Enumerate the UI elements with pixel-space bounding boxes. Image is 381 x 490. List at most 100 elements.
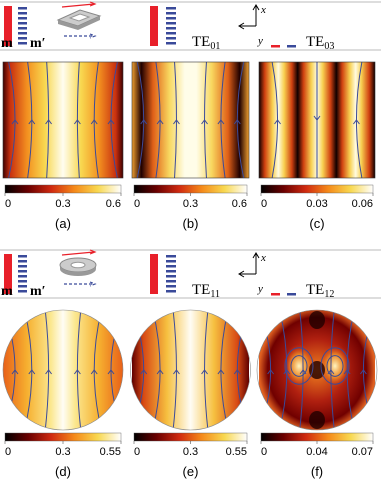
- image-dash: [166, 260, 176, 263]
- panel-label: (f): [311, 464, 323, 479]
- streamline-arrow: [74, 119, 81, 125]
- square-ring-hole: [68, 13, 91, 22]
- dark-spot: [309, 311, 325, 329]
- streamline-arrow: [45, 119, 52, 125]
- mode-sub: 03: [324, 41, 334, 52]
- map-content: [132, 62, 249, 178]
- mode-label: TE01: [192, 34, 220, 52]
- streamline-arrow: [140, 369, 148, 375]
- image-dash: [18, 7, 27, 10]
- field-map: [2, 309, 124, 431]
- image-dash: [166, 290, 176, 293]
- vortex-line: [290, 355, 308, 377]
- streamline-arrow: [90, 119, 98, 125]
- image-dash: [18, 37, 27, 40]
- streamline-arrow: [217, 119, 225, 125]
- label-m-prime: m′: [30, 36, 46, 51]
- colorbar: [260, 432, 374, 442]
- colorbar-tick-label: 0: [5, 446, 11, 458]
- label-m: m: [1, 284, 13, 299]
- panel-label: (d): [55, 464, 71, 479]
- colorbar-tick-label: 0.55: [226, 446, 247, 458]
- ring-side: [60, 265, 96, 276]
- image-dash: [18, 27, 27, 30]
- streamline-arrow: [107, 369, 115, 375]
- hot-spot: [283, 344, 315, 388]
- streamline-arrow: [28, 119, 36, 125]
- streamline-arrow: [173, 119, 180, 125]
- image-dash: [166, 17, 176, 20]
- image-dash: [166, 265, 176, 268]
- image-dash: [18, 260, 27, 263]
- panel-label: (c): [309, 216, 324, 231]
- map-frame: [130, 309, 251, 431]
- image-dash: [166, 22, 176, 25]
- field-map: [131, 61, 250, 179]
- streamline-arrow: [201, 119, 208, 125]
- map-content: [131, 310, 250, 430]
- vortex-line: [284, 347, 314, 385]
- streamline-arrow: [173, 369, 180, 375]
- colorbar-tick-label: 0: [5, 198, 11, 210]
- colorbar-tick-label: 0.3: [183, 446, 198, 458]
- streamline-arrow: [11, 119, 19, 125]
- label-m: m: [1, 36, 13, 51]
- image-dash: [18, 285, 27, 288]
- streamline-arrow: [156, 369, 164, 375]
- image-dash: [166, 7, 176, 10]
- mode-sub: 01: [210, 41, 220, 52]
- streamline-arrow: [201, 369, 208, 375]
- mode-base: TE: [306, 34, 324, 50]
- colorbar: [4, 432, 122, 442]
- magnet: [4, 6, 12, 46]
- colorbar-tick-label: 0.03: [306, 198, 327, 210]
- field-map: [256, 309, 378, 431]
- hot-spot: [319, 344, 351, 388]
- mini-image: [287, 45, 296, 48]
- colorbar-tick-label: 0.6: [106, 198, 121, 210]
- mode-base: TE: [192, 282, 210, 298]
- dark-spot: [309, 411, 325, 429]
- ring-hole: [70, 261, 86, 269]
- streamline-arrow: [156, 119, 164, 125]
- image-dash: [18, 12, 27, 15]
- colorbar-tick-label: 0.04: [306, 446, 327, 458]
- panel-label: (a): [55, 216, 71, 231]
- map-content: [258, 310, 376, 430]
- image-dash: [18, 32, 27, 35]
- map-frame: [2, 309, 124, 431]
- axis-y-label: y: [257, 283, 263, 295]
- field-map: [2, 61, 124, 179]
- field-map: [130, 309, 251, 431]
- image-dash: [18, 280, 27, 283]
- image-dash: [166, 255, 176, 258]
- colorbar-tick-label: 0.07: [352, 446, 373, 458]
- map-frame: [2, 61, 124, 179]
- dark-spot: [309, 361, 325, 379]
- colorbar-tick-label: 0: [261, 446, 267, 458]
- arrow-blue: [64, 33, 97, 39]
- streamline-arrow: [233, 369, 241, 375]
- mode-base: TE: [306, 282, 324, 298]
- axis-x-label: x: [260, 252, 266, 264]
- image-dash: [166, 280, 176, 283]
- streamline-arrow: [107, 119, 115, 125]
- streamline-arrow: [140, 119, 148, 125]
- colorbar-tick-label: 0.55: [100, 446, 121, 458]
- streamline-arrow: [217, 369, 225, 375]
- streamline-arrow: [353, 119, 360, 125]
- map-frame: [256, 309, 378, 431]
- streamline-arrow: [343, 369, 351, 375]
- axis-y: [238, 22, 256, 30]
- arrow-red: [61, 249, 97, 256]
- image-dash: [166, 270, 176, 273]
- streamline-arrow: [74, 369, 81, 375]
- map-fill: [132, 310, 249, 430]
- colorbar: [133, 184, 248, 194]
- map-content: [259, 62, 375, 178]
- mode-label: TE12: [306, 282, 334, 300]
- image-dash: [166, 32, 176, 35]
- arrow-red: [61, 1, 97, 8]
